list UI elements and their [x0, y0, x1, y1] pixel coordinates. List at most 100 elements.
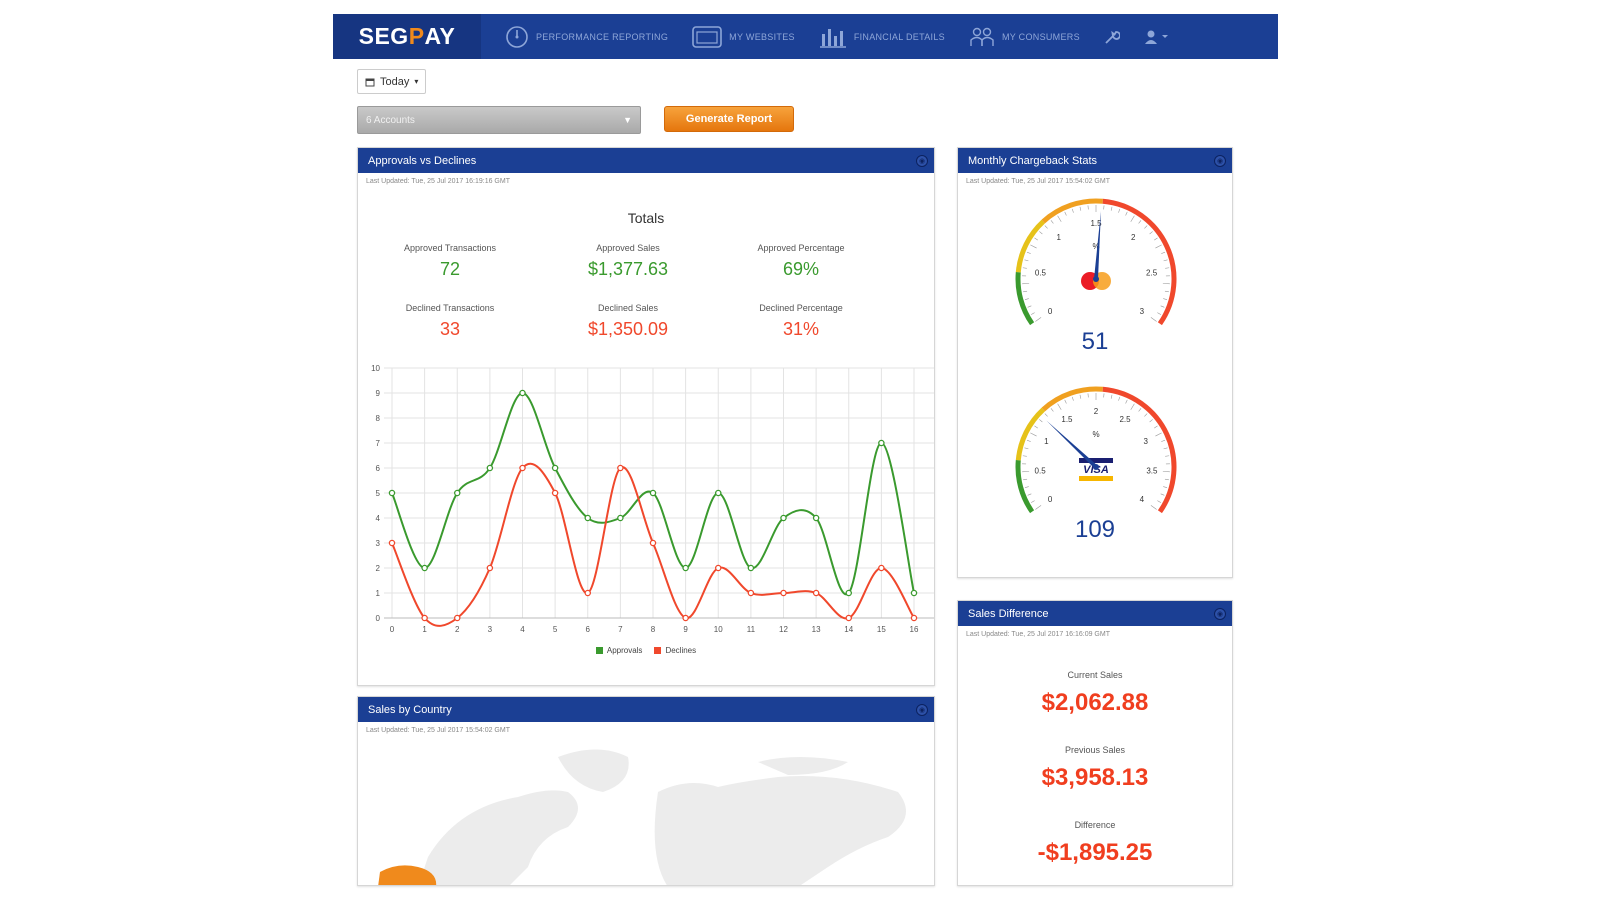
- nav-performance-reporting[interactable]: Performance Reporting: [493, 14, 680, 59]
- gauge-tick-label: 4: [1140, 495, 1145, 504]
- x-tick-label: 3: [488, 625, 493, 634]
- x-tick-label: 4: [520, 625, 525, 634]
- gauge-tick: [1149, 231, 1153, 235]
- gauge-tick: [1165, 267, 1170, 269]
- collapse-icon[interactable]: ◉: [1214, 607, 1226, 620]
- y-tick-label: 1: [376, 589, 381, 598]
- nav-label: My Websites: [729, 31, 795, 42]
- chart-legend: Approvals Declines: [358, 646, 934, 655]
- nav-my-consumers[interactable]: My Consumers: [957, 14, 1092, 59]
- calendar-icon: [365, 78, 375, 86]
- browser-icon: [692, 25, 722, 48]
- gauge-needle: [1094, 211, 1101, 280]
- nav-financial-details[interactable]: Financial Details: [807, 14, 957, 59]
- gauge-tick-label: 2: [1094, 407, 1099, 416]
- approved-percentage-stat: Approved Percentage 69%: [726, 243, 876, 280]
- gauge-tick: [1050, 408, 1054, 412]
- gauge-tick-label: 0: [1048, 307, 1053, 316]
- gauge-tick: [1035, 317, 1042, 322]
- data-point-declines: [682, 614, 689, 622]
- gauge-band-yellow: [1015, 219, 1046, 273]
- legend-declines[interactable]: Declines: [654, 646, 696, 655]
- data-point-declines: [486, 564, 494, 572]
- data-point-approvals: [812, 514, 820, 522]
- settings-button[interactable]: [1092, 14, 1132, 59]
- collapse-icon[interactable]: ◉: [916, 154, 928, 167]
- nav-label: Financial Details: [853, 31, 945, 42]
- gauge-tick: [1024, 486, 1029, 488]
- data-point-declines: [714, 564, 722, 572]
- collapse-icon[interactable]: ◉: [1214, 154, 1226, 167]
- data-point-declines: [878, 564, 885, 572]
- data-point-approvals: [649, 489, 657, 497]
- stat-value: $1,377.63: [587, 259, 669, 279]
- gauge-tick: [1118, 396, 1121, 401]
- y-tick-label: 9: [376, 389, 381, 398]
- data-point-approvals: [519, 389, 526, 397]
- gauge-tick-label: 2.5: [1119, 415, 1131, 424]
- gauge-tick-label: 0.5: [1035, 467, 1047, 476]
- y-tick-label: 6: [376, 464, 381, 473]
- gauge-tick: [1023, 290, 1028, 293]
- stat-label: Declined Sales: [597, 303, 659, 313]
- approved-sales-stat: Approved Sales $1,377.63: [553, 243, 703, 280]
- gauge-tick: [1022, 455, 1027, 457]
- last-updated: Last Updated: Tue, 25 Jul 2017 16:16:09 …: [966, 631, 1110, 638]
- panel-title: Sales Difference: [968, 607, 1049, 620]
- mastercard-chargeback-value: 51: [1081, 328, 1109, 355]
- generate-report-button[interactable]: Generate Report: [664, 106, 794, 132]
- data-point-approvals: [421, 564, 428, 572]
- data-point-declines: [747, 589, 755, 597]
- gauge-tick-label: 1: [1057, 233, 1062, 242]
- gauge-needle-hub: [1093, 464, 1099, 470]
- top-navbar: SEG P AY Performance Reporting My Websites…: [333, 14, 1278, 59]
- segpay-logo[interactable]: SEG P AY: [333, 14, 481, 59]
- gauge-icon: [506, 25, 528, 48]
- data-point-declines: [649, 539, 657, 547]
- stat-label: Declined Percentage: [759, 303, 843, 313]
- data-point-approvals: [878, 439, 885, 447]
- data-point-approvals: [682, 564, 689, 572]
- user-menu-button[interactable]: [1132, 14, 1182, 59]
- series-line-declines: [391, 462, 915, 627]
- world-map[interactable]: [358, 737, 935, 886]
- date-range-label: Today: [380, 75, 410, 88]
- gauge-tick: [1030, 244, 1037, 249]
- date-range-dropdown[interactable]: Today ▾: [357, 69, 427, 94]
- data-point-approvals: [714, 489, 722, 497]
- gauge-band-orange: [1041, 198, 1104, 224]
- data-point-approvals: [780, 514, 787, 522]
- last-updated: Last Updated: Tue, 25 Jul 2017 16:19:16 …: [366, 178, 510, 185]
- collapse-icon[interactable]: ◉: [916, 703, 928, 716]
- gauge-unit: %: [1092, 430, 1099, 439]
- gauge-tick: [1130, 403, 1135, 410]
- visa-logo-text: VISA: [1083, 464, 1109, 476]
- x-tick-label: 7: [618, 625, 623, 634]
- data-point-approvals: [454, 489, 461, 497]
- y-tick-label: 5: [376, 489, 381, 498]
- gauge-tick-label: 1.5: [1061, 415, 1073, 424]
- x-tick-label: 2: [455, 625, 460, 634]
- declined-sales-stat: Declined Sales $1,350.09: [553, 303, 703, 340]
- y-tick-label: 0: [376, 614, 381, 623]
- x-tick-label: 5: [553, 625, 558, 634]
- app: SEG P AY Performance Reporting My Websites…: [333, 14, 1278, 904]
- accounts-select[interactable]: 6 Accounts ▼: [357, 106, 641, 134]
- nav-label: Performance Reporting: [536, 31, 669, 42]
- x-tick-label: 14: [844, 625, 853, 634]
- gauge-tick: [1157, 312, 1162, 315]
- data-point-approvals: [910, 589, 918, 597]
- users-icon: [970, 27, 994, 46]
- declined-percentage-stat: Declined Percentage 31%: [726, 303, 876, 340]
- gauge-tick: [1024, 259, 1029, 262]
- gauge-tick: [1057, 403, 1062, 410]
- bar-chart-icon: [819, 28, 846, 48]
- x-tick-label: 9: [683, 625, 688, 634]
- nav-my-websites[interactable]: My Websites: [680, 14, 807, 59]
- data-point-declines: [421, 614, 428, 622]
- legend-approvals[interactable]: Approvals: [595, 646, 642, 655]
- gauge-tick-label: 0.5: [1035, 268, 1047, 277]
- panel-header: Sales by Country ◉: [358, 697, 934, 722]
- data-point-declines: [551, 489, 559, 497]
- y-tick-label: 7: [376, 439, 381, 448]
